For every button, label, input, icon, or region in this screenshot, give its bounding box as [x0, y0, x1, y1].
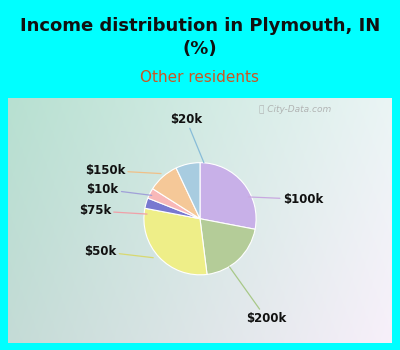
Wedge shape [145, 198, 200, 219]
Text: Ⓢ City-Data.com: Ⓢ City-Data.com [259, 105, 331, 114]
Text: $50k: $50k [84, 245, 153, 258]
Wedge shape [153, 168, 200, 219]
Wedge shape [144, 208, 207, 275]
Text: $150k: $150k [85, 164, 161, 177]
Text: Other residents: Other residents [140, 70, 260, 85]
Wedge shape [176, 163, 200, 219]
Wedge shape [200, 219, 255, 274]
Text: $200k: $200k [230, 267, 286, 325]
Wedge shape [200, 163, 256, 229]
Text: $10k: $10k [86, 183, 152, 196]
Text: Income distribution in Plymouth, IN
(%): Income distribution in Plymouth, IN (%) [20, 17, 380, 57]
Wedge shape [148, 189, 200, 219]
Text: $100k: $100k [248, 193, 323, 206]
Text: $20k: $20k [170, 113, 204, 163]
Text: $75k: $75k [79, 204, 147, 217]
